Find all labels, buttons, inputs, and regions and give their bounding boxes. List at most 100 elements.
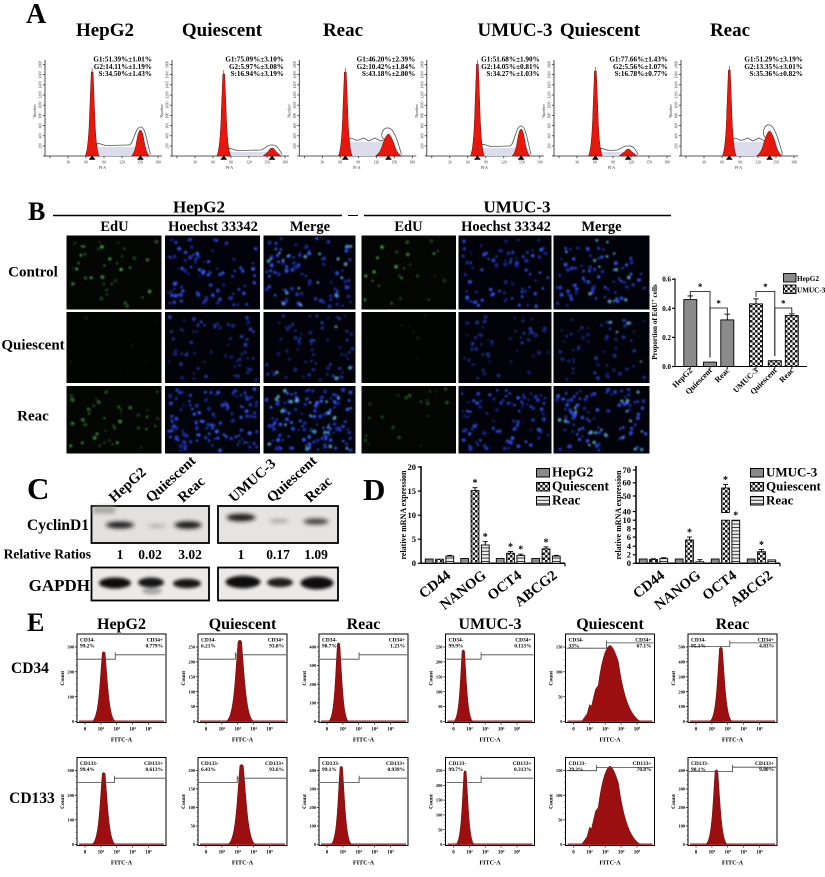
svg-text:0: 0: [314, 719, 317, 724]
svg-text:Count: Count: [302, 794, 308, 809]
svg-text:10³: 10³: [724, 727, 731, 733]
svg-text:Merge: Merge: [581, 219, 622, 235]
svg-text:800: 800: [39, 113, 43, 119]
svg-text:800: 800: [293, 113, 297, 119]
svg-text:99.9%: 99.9%: [449, 644, 464, 650]
svg-text:1200: 1200: [39, 91, 43, 98]
svg-text:400: 400: [309, 768, 316, 773]
svg-text:600: 600: [548, 123, 552, 129]
svg-text:10²: 10²: [219, 850, 226, 856]
svg-text:99.7%: 99.7%: [449, 767, 464, 773]
svg-text:120: 120: [628, 161, 634, 165]
svg-text:60: 60: [466, 161, 470, 165]
svg-text:10: 10: [623, 515, 632, 525]
svg-text:Count: Count: [429, 671, 435, 686]
svg-text:0: 0: [72, 719, 75, 724]
svg-text:Quiescent: Quiescent: [182, 20, 263, 41]
svg-text:0: 0: [314, 842, 317, 847]
svg-text:PI-A: PI-A: [353, 166, 361, 170]
svg-text:10²: 10²: [466, 850, 473, 856]
svg-text:180: 180: [791, 161, 797, 165]
svg-text:G2:13.35%±3.01%: G2:13.35%±3.01%: [744, 63, 803, 71]
svg-text:1800: 1800: [548, 61, 552, 68]
svg-text:300: 300: [309, 663, 316, 668]
svg-text:0.313%: 0.313%: [514, 767, 532, 773]
svg-text:67.1%: 67.1%: [637, 644, 652, 650]
svg-text:*: *: [716, 299, 721, 309]
svg-text:0.02: 0.02: [138, 547, 162, 562]
svg-text:10⁵: 10⁵: [387, 850, 394, 856]
svg-text:FITC-A: FITC-A: [111, 860, 133, 867]
svg-text:Number: Number: [32, 104, 37, 118]
svg-text:1800: 1800: [675, 61, 679, 68]
svg-text:0: 0: [572, 851, 575, 856]
svg-text:100: 100: [188, 805, 195, 810]
svg-text:120: 120: [755, 161, 761, 165]
svg-text:1000: 1000: [293, 101, 297, 108]
svg-text:100: 100: [436, 689, 443, 694]
svg-text:Merge: Merge: [290, 219, 331, 235]
svg-text:1000: 1000: [39, 101, 43, 108]
svg-text:2: 2: [627, 550, 631, 560]
svg-text:FITC-A: FITC-A: [111, 737, 133, 744]
svg-text:100: 100: [556, 669, 563, 674]
svg-text:800: 800: [675, 113, 679, 119]
svg-text:Quiescent: Quiescent: [560, 20, 641, 41]
svg-text:G1:77.66%±1.43%: G1:77.66%±1.43%: [609, 56, 668, 64]
svg-text:HepG2: HepG2: [552, 465, 594, 480]
svg-text:0: 0: [72, 842, 75, 847]
svg-text:relative mRNA expression: relative mRNA expression: [399, 470, 408, 560]
svg-text:50: 50: [438, 704, 443, 709]
svg-text:400: 400: [678, 768, 685, 773]
svg-text:10⁴: 10⁴: [740, 727, 747, 733]
svg-text:30: 30: [702, 161, 706, 165]
svg-text:CyclinD1: CyclinD1: [27, 517, 89, 534]
svg-text:50: 50: [558, 817, 563, 822]
svg-text:200: 200: [309, 805, 316, 810]
svg-text:Reac: Reac: [766, 493, 794, 508]
svg-text:300: 300: [309, 787, 316, 792]
svg-text:6.21%: 6.21%: [201, 644, 216, 650]
svg-text:PI-A: PI-A: [481, 166, 489, 170]
svg-text:G2:5.97%±3.08%: G2:5.97%±3.08%: [229, 63, 284, 71]
svg-text:1600: 1600: [293, 71, 297, 78]
svg-text:Hoechst 33342: Hoechst 33342: [461, 219, 551, 235]
svg-text:0: 0: [326, 851, 329, 856]
svg-text:6.43%: 6.43%: [201, 767, 216, 773]
svg-text:HepG2: HepG2: [173, 198, 225, 217]
svg-text:10²: 10²: [340, 727, 347, 733]
svg-text:150: 150: [556, 768, 563, 773]
svg-text:10⁵: 10⁵: [756, 727, 763, 733]
svg-text:Relative Ratios: Relative Ratios: [4, 547, 91, 562]
svg-text:600: 600: [166, 123, 170, 129]
svg-text:Count: Count: [429, 794, 435, 809]
svg-text:150: 150: [773, 161, 779, 165]
svg-text:1400: 1400: [293, 81, 297, 88]
svg-text:10⁴: 10⁴: [250, 850, 257, 856]
svg-text:*: *: [698, 282, 703, 292]
svg-text:150: 150: [264, 161, 270, 165]
svg-text:93.6%: 93.6%: [269, 767, 284, 773]
svg-text:400: 400: [675, 133, 679, 139]
svg-text:1.09: 1.09: [304, 547, 328, 562]
svg-text:Count: Count: [549, 794, 555, 809]
svg-text:150: 150: [137, 161, 143, 165]
svg-text:30: 30: [575, 161, 579, 165]
svg-text:A: A: [26, 0, 47, 30]
svg-text:60: 60: [211, 161, 215, 165]
svg-text:0: 0: [326, 728, 329, 733]
svg-text:10⁵: 10⁵: [266, 850, 273, 856]
svg-text:G2:14.05%±0.81%: G2:14.05%±0.81%: [481, 63, 540, 71]
svg-text:EdU: EdU: [100, 219, 129, 235]
svg-text:300: 300: [678, 674, 685, 679]
svg-text:100: 100: [188, 689, 195, 694]
svg-text:95.1%: 95.1%: [691, 644, 706, 650]
svg-text:FITC-A: FITC-A: [353, 860, 375, 867]
svg-text:Count: Count: [181, 794, 187, 809]
svg-text:15: 15: [408, 486, 417, 496]
svg-text:*: *: [687, 528, 692, 539]
svg-text:90: 90: [484, 161, 488, 165]
svg-text:200: 200: [436, 783, 443, 788]
svg-text:*: *: [759, 540, 764, 551]
svg-text:400: 400: [309, 645, 316, 650]
